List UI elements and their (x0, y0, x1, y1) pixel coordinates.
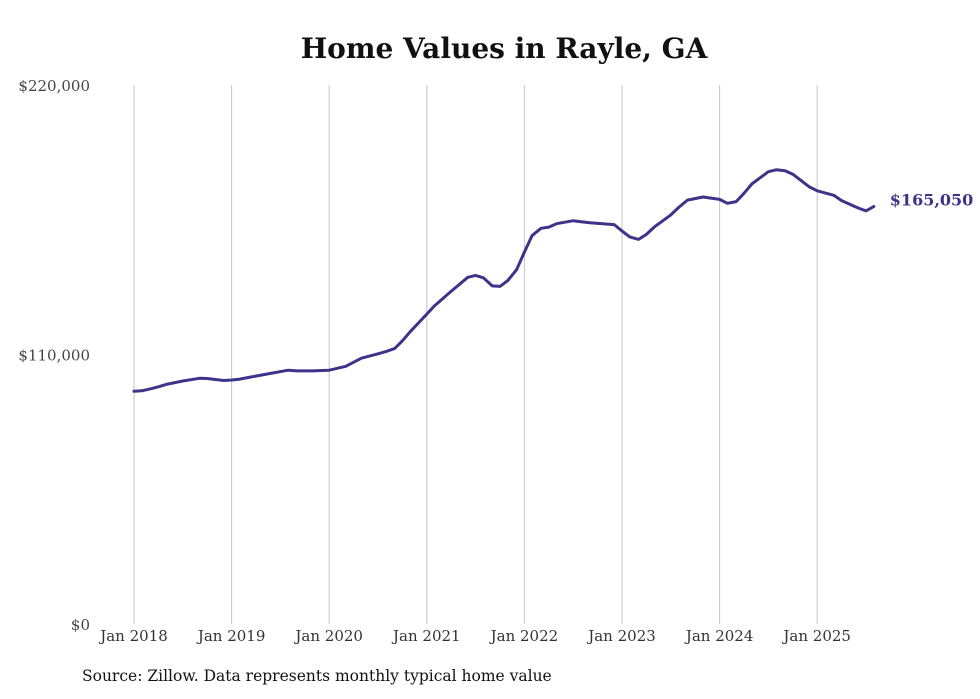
x-tick-label: Jan 2023 (586, 627, 656, 645)
y-tick-label: $0 (71, 616, 90, 634)
x-tick-label: Jan 2021 (391, 627, 461, 645)
x-tick-label: Jan 2020 (293, 627, 363, 645)
y-tick-label: $220,000 (18, 77, 90, 95)
x-axis-ticks: Jan 2018 Jan 2019 Jan 2020 Jan 2021 Jan 2022… (98, 627, 851, 645)
x-tick-label: Jan 2019 (196, 627, 266, 645)
y-axis-ticks: $0 $110,000 $220,000 (18, 77, 90, 634)
gridlines (133, 85, 818, 624)
end-value-label: $165,050 (890, 191, 974, 210)
chart-title: Home Values in Rayle, GA (301, 32, 709, 65)
x-tick-label: Jan 2018 (98, 627, 168, 645)
y-tick-label: $110,000 (18, 347, 90, 365)
source-note: Source: Zillow. Data represents monthly … (82, 667, 552, 685)
x-tick-label: Jan 2024 (684, 627, 754, 645)
x-tick-label: Jan 2025 (781, 627, 851, 645)
series-line (132, 168, 876, 393)
x-tick-label: Jan 2022 (489, 627, 559, 645)
